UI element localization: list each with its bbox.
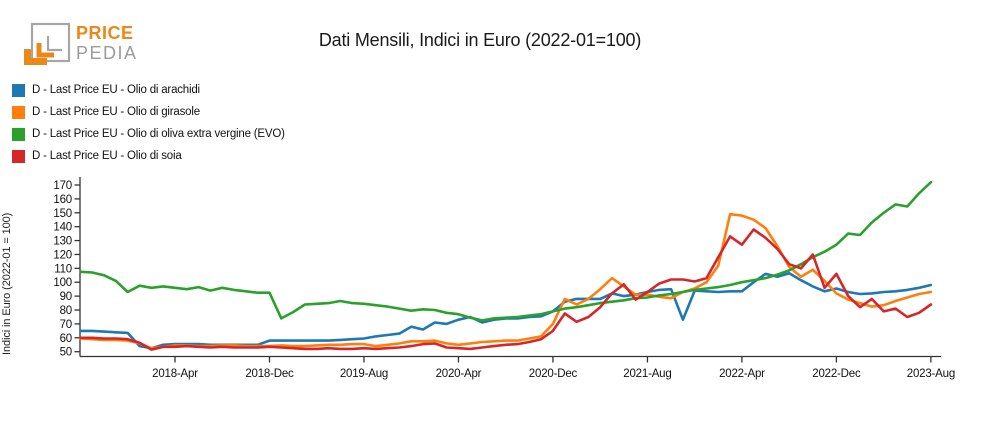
series-line-0 bbox=[79, 271, 933, 350]
y-tick-label: 80 bbox=[60, 305, 72, 317]
y-tick-label: 130 bbox=[53, 236, 72, 248]
x-tick-label: 2018-Dec bbox=[245, 368, 294, 380]
series-line-3 bbox=[79, 228, 933, 351]
y-tick-label: 90 bbox=[60, 291, 72, 303]
y-tick-label: 140 bbox=[53, 222, 72, 234]
x-tick-label: 2020-Apr bbox=[436, 368, 482, 380]
x-tick-label: 2023-Aug bbox=[907, 368, 955, 380]
y-tick-label: 100 bbox=[53, 277, 72, 289]
legend-label: D - Last Price EU - Olio di oliva extra … bbox=[32, 128, 285, 140]
logo-brand-pedia: PEDIA bbox=[76, 43, 138, 63]
chart-legend: D - Last Price EU - Olio di arachidi D - … bbox=[12, 79, 285, 167]
legend-item-3[interactable]: D - Last Price EU - Olio di soia bbox=[12, 145, 285, 167]
y-axis-title: Indici in Euro (2022-01 = 100) bbox=[1, 212, 13, 355]
legend-label: D - Last Price EU - Olio di girasole bbox=[32, 106, 200, 118]
x-tick-label: 2019-Aug bbox=[340, 368, 388, 380]
legend-swatch-icon bbox=[12, 105, 25, 119]
y-tick-label: 50 bbox=[60, 347, 72, 359]
logo-brand-price: PRICE bbox=[76, 23, 134, 43]
legend-item-1[interactable]: D - Last Price EU - Olio di girasole bbox=[12, 101, 285, 123]
legend-label: D - Last Price EU - Olio di arachidi bbox=[32, 84, 200, 96]
series-line-1 bbox=[79, 212, 933, 350]
pricepedia-logo: PRICE PEDIA bbox=[14, 6, 138, 66]
y-tick-label: 160 bbox=[53, 194, 72, 206]
x-tick-label: 2018-Apr bbox=[152, 368, 198, 380]
legend-swatch-icon bbox=[12, 83, 25, 97]
y-tick-label: 110 bbox=[54, 263, 72, 275]
pricepedia-logo-icon bbox=[24, 22, 71, 65]
series-line-2 bbox=[79, 180, 933, 322]
x-tick-label: 2020-Dec bbox=[529, 368, 578, 380]
y-tick-label: 60 bbox=[60, 333, 72, 345]
x-tick-label: 2022-Dec bbox=[812, 368, 861, 380]
legend-swatch-icon bbox=[12, 149, 25, 163]
x-tick-label: 2021-Aug bbox=[623, 368, 671, 380]
y-tick-label: 150 bbox=[53, 208, 72, 220]
y-tick-label: 70 bbox=[60, 319, 72, 331]
y-tick-label: 120 bbox=[53, 249, 72, 261]
legend-swatch-icon bbox=[12, 127, 25, 141]
legend-item-0[interactable]: D - Last Price EU - Olio di arachidi bbox=[12, 79, 285, 101]
legend-item-2[interactable]: D - Last Price EU - Olio di oliva extra … bbox=[12, 123, 285, 145]
x-tick-label: 2022-Apr bbox=[719, 368, 765, 380]
y-tick-label: 170 bbox=[53, 180, 72, 192]
chart-title: Dati Mensili, Indici in Euro (2022-01=10… bbox=[318, 30, 642, 50]
legend-label: D - Last Price EU - Olio di soia bbox=[32, 150, 182, 162]
